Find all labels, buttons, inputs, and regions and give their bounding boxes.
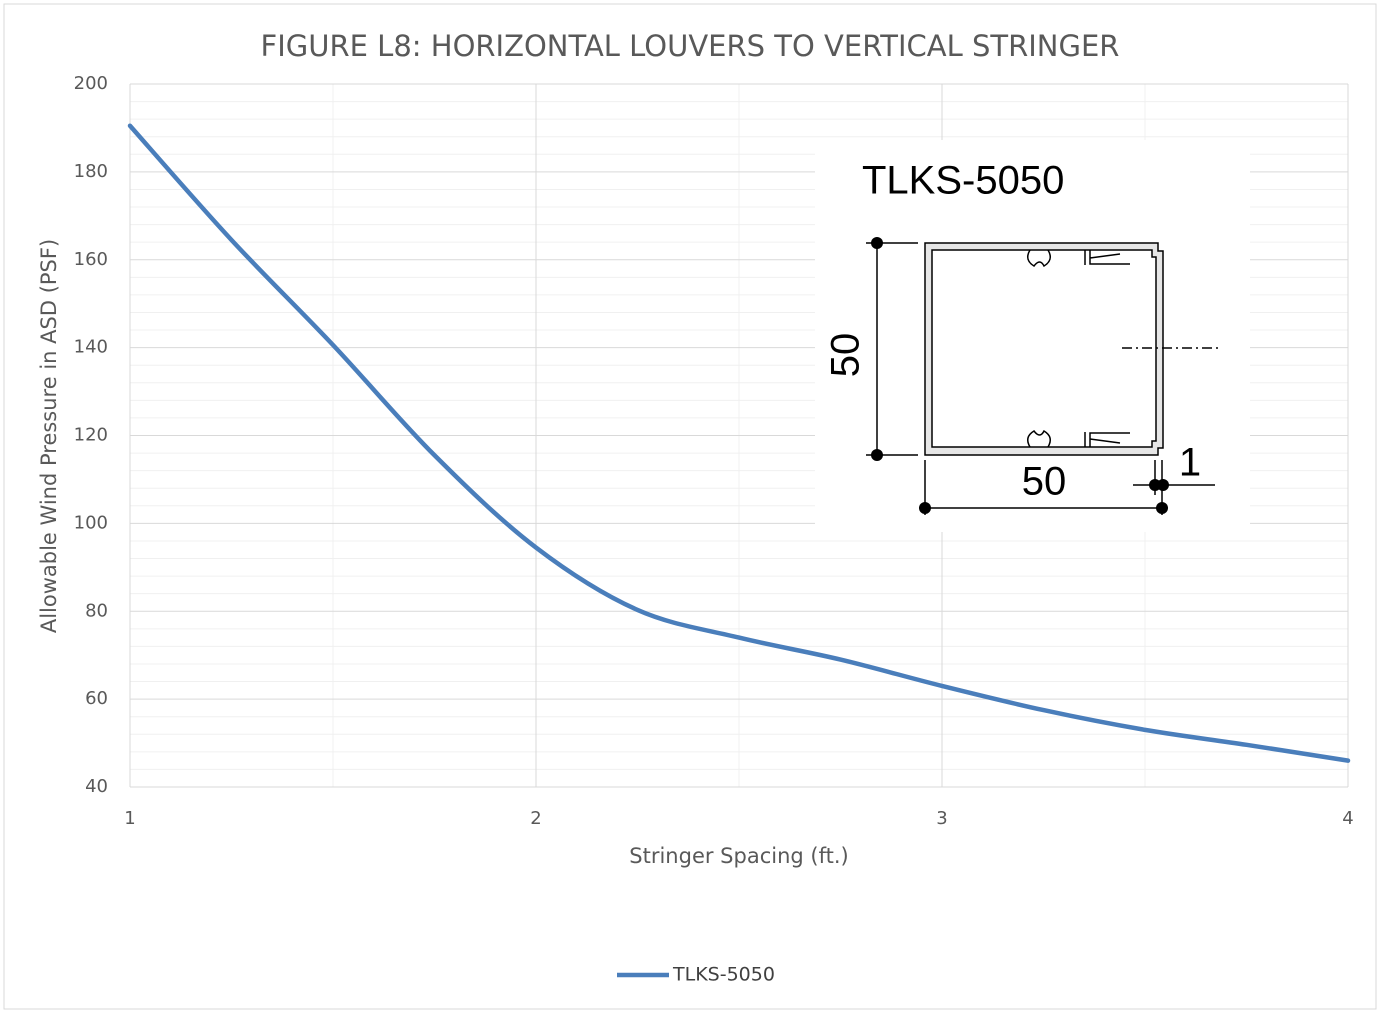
profile-drawing <box>866 242 1218 515</box>
legend-label: TLKS-5050 <box>672 964 775 986</box>
y-tick-label: 40 <box>85 776 108 797</box>
y-tick-label: 200 <box>74 73 108 94</box>
chart-title: FIGURE L8: HORIZONTAL LOUVERS TO VERTICA… <box>261 29 1120 63</box>
y-tick-label: 140 <box>74 337 108 358</box>
y-tick-label: 160 <box>74 249 108 270</box>
dimension-dots <box>871 237 1169 514</box>
x-axis-label: Stringer Spacing (ft.) <box>629 844 848 868</box>
y-axis-label: Allowable Wind Pressure in ASD (PSF) <box>37 239 61 633</box>
x-tick-label: 3 <box>936 808 947 829</box>
y-tick-label: 120 <box>74 425 108 446</box>
y-tick-label: 100 <box>74 512 108 533</box>
thickness-label: 1 <box>1179 441 1201 485</box>
width-label: 50 <box>1022 460 1067 504</box>
x-tick-label: 4 <box>1342 808 1353 829</box>
x-tick-label: 2 <box>530 808 541 829</box>
x-tick-label: 1 <box>124 808 135 829</box>
y-tick-label: 80 <box>85 600 108 621</box>
inset-title: TLKS-5050 <box>862 159 1064 203</box>
y-tick-label: 180 <box>74 161 108 182</box>
line-series <box>127 123 1351 763</box>
inset-diagram: TLKS-5050 50 50 1 <box>815 140 1250 532</box>
height-label: 50 <box>824 333 868 378</box>
y-tick-label: 60 <box>85 688 108 709</box>
